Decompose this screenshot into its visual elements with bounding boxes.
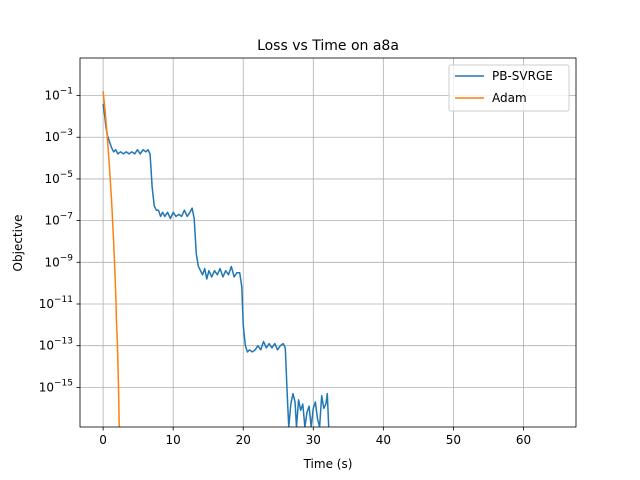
y-tick-label: 10−15 xyxy=(39,378,73,394)
grid xyxy=(80,58,576,427)
x-tick-label: 40 xyxy=(376,433,391,447)
x-tick-label: 0 xyxy=(99,433,107,447)
legend-label-adam: Adam xyxy=(492,91,527,105)
series-line-adam xyxy=(102,91,120,427)
x-tick-label: 30 xyxy=(306,433,321,447)
y-tick-label: 10−13 xyxy=(39,337,73,353)
x-tick-label: 50 xyxy=(446,433,461,447)
x-tick-label: 60 xyxy=(516,433,531,447)
y-tick-label: 10−9 xyxy=(44,253,73,269)
plot-background xyxy=(80,58,576,427)
legend: PB-SVRGE Adam xyxy=(448,64,570,112)
y-tick-label: 10−7 xyxy=(44,212,73,228)
series-line-pb-svrge xyxy=(102,103,330,427)
plot-frame xyxy=(79,57,577,428)
y-tick-label: 10−11 xyxy=(39,295,73,311)
y-tick-label: 10−3 xyxy=(44,128,73,144)
x-axis-label: Time (s) xyxy=(303,457,353,471)
y-axis-label: Objective xyxy=(11,215,25,272)
legend-label-pb-svrge: PB-SVRGE xyxy=(492,69,553,83)
x-tick-label: 10 xyxy=(166,433,181,447)
series-lines xyxy=(102,91,330,427)
x-tick-label: 20 xyxy=(236,433,251,447)
y-tick-label: 10−5 xyxy=(44,170,73,186)
y-tick-label: 10−1 xyxy=(44,87,73,103)
axis-ticks: 0 10 20 30 40 50 60 10−15 10−13 10−11 10−9 10−7 10−5… xyxy=(39,87,531,447)
chart-title: Loss vs Time on a8a xyxy=(257,38,399,54)
